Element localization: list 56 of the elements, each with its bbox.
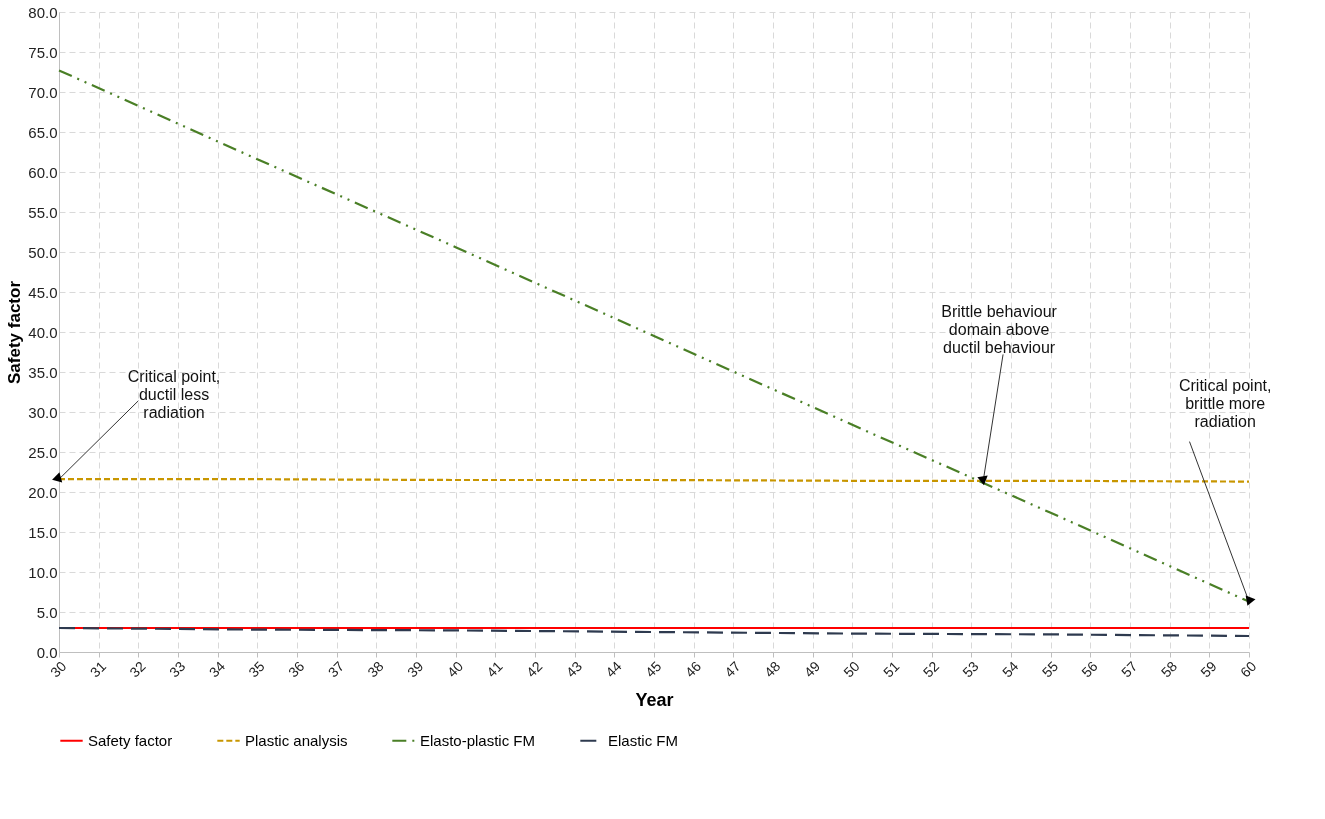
y-tick-label: 40.0 xyxy=(28,323,58,341)
x-tick-label: 48 xyxy=(761,657,784,681)
y-tick-label: 65.0 xyxy=(28,123,58,141)
x-tick-label: 59 xyxy=(1197,657,1220,681)
line-series xyxy=(57,626,1251,638)
y-tick-label: 20.0 xyxy=(28,483,58,501)
x-tick-label: 50 xyxy=(840,657,863,681)
x-axis-title: Year xyxy=(635,690,674,711)
x-tick-label: 57 xyxy=(1118,657,1141,681)
y-tick-label: 30.0 xyxy=(28,403,58,421)
x-tick-label: 32 xyxy=(126,657,149,681)
x-tick-label: 49 xyxy=(800,657,824,681)
legend-label: Elasto-plastic FM xyxy=(420,731,536,749)
y-tick-label: 25.0 xyxy=(28,443,58,461)
y-axis-title: Safety factor xyxy=(5,280,25,384)
x-tick-label: 37 xyxy=(324,657,348,681)
y-tick-label: 60.0 xyxy=(28,163,58,181)
y-tick-label: 50.0 xyxy=(28,243,58,261)
annotation: Critical point, ductil less radiation xyxy=(127,367,221,421)
x-tick-label: 39 xyxy=(404,657,427,681)
x-tick-label: 46 xyxy=(681,657,705,681)
x-tick-label: 53 xyxy=(959,657,982,681)
x-tick-label: 54 xyxy=(999,657,1022,681)
y-tick-label: 55.0 xyxy=(28,203,58,221)
y-tick-label: 10.0 xyxy=(28,563,58,581)
y-tick-label: 5.0 xyxy=(36,603,58,621)
x-tick-label: 40 xyxy=(443,657,467,681)
x-tick-label: 42 xyxy=(523,657,546,681)
legend-label: Plastic analysis xyxy=(245,731,348,749)
x-tick-label: 43 xyxy=(562,657,586,681)
x-tick-label: 34 xyxy=(205,657,229,681)
y-tick-label: 15.0 xyxy=(28,523,58,541)
x-tick-label: 41 xyxy=(483,657,506,681)
y-tick-label: 70.0 xyxy=(28,83,58,101)
x-tick-label: 33 xyxy=(166,657,189,681)
x-tick-label: 45 xyxy=(642,657,665,681)
y-tick-label: 75.0 xyxy=(28,43,58,61)
x-tick-label: 44 xyxy=(602,657,625,681)
x-tick-label: 55 xyxy=(1038,657,1062,681)
x-tick-label: 56 xyxy=(1078,657,1101,681)
x-tick-label: 36 xyxy=(285,657,308,681)
x-tick-label: 60 xyxy=(1237,657,1260,681)
x-tick-label: 51 xyxy=(880,657,903,681)
x-tick-label: 52 xyxy=(919,657,943,681)
x-tick-label: 58 xyxy=(1157,657,1181,681)
y-tick-label: 45.0 xyxy=(28,283,58,301)
legend-label: Safety factor xyxy=(88,731,173,749)
x-tick-label: 47 xyxy=(721,657,744,681)
legend-label: Elastic FM xyxy=(608,731,679,749)
x-tick-label: 31 xyxy=(86,657,110,681)
annotation: Critical point, brittle more radiation xyxy=(1178,376,1272,430)
y-tick-label: 35.0 xyxy=(28,363,58,381)
x-tick-label: 38 xyxy=(364,657,387,681)
annotation: Brittle behaviour domain above ductil behaviour xyxy=(941,303,1058,356)
x-tick-label: 35 xyxy=(245,657,268,681)
y-tick-label: 80.0 xyxy=(28,3,58,21)
